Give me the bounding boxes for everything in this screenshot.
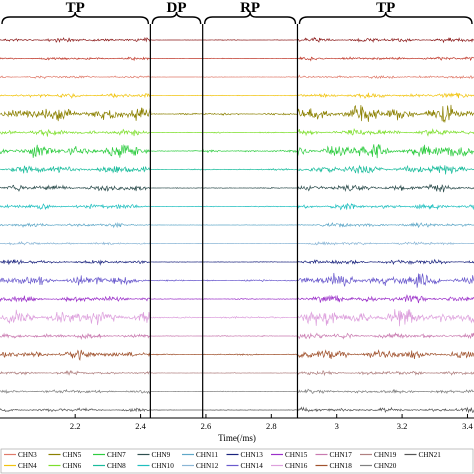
legend-label-3: CHN5 xyxy=(63,451,82,459)
x-tick-label-2: 2.4 xyxy=(135,421,146,431)
x-tick-label-5: 3 xyxy=(335,421,339,431)
trace-8 xyxy=(0,164,474,175)
legend-label-19: CHN21 xyxy=(419,451,442,459)
legend-label-11: CHN13 xyxy=(241,451,264,459)
legend-label-6: CHN8 xyxy=(107,462,126,470)
signal-traces xyxy=(0,36,474,414)
trace-18 xyxy=(0,349,474,361)
legend-label-18: CHN20 xyxy=(374,462,397,470)
phase-annotations: TP DP RP TP xyxy=(1,0,473,25)
legend-label-10: CHN12 xyxy=(196,462,219,470)
legend: CHN3 CHN4 CHN5 CHN6 CHN7 CHN8 CHN9 CHN10 CHN11 CH… xyxy=(0,448,474,474)
x-tick-label-4: 2.8 xyxy=(266,421,277,431)
trace-16 xyxy=(0,309,474,327)
trace-21 xyxy=(0,406,474,414)
trace-2 xyxy=(0,56,474,62)
trace-10 xyxy=(0,202,474,211)
phase-brace-2 xyxy=(151,11,202,25)
phase-dividers xyxy=(149,24,299,418)
legend-label-2: CHN4 xyxy=(18,462,37,470)
trace-15 xyxy=(0,294,474,304)
trace-4 xyxy=(0,92,474,99)
x-tick-label-1: 2.2 xyxy=(70,421,81,431)
trace-3 xyxy=(0,74,474,80)
legend-label-14: CHN16 xyxy=(285,462,308,470)
legend-box xyxy=(0,448,474,474)
legend-label-13: CHN15 xyxy=(285,451,308,459)
trace-12 xyxy=(0,240,474,246)
legend-label-4: CHN6 xyxy=(63,462,82,470)
trace-20 xyxy=(0,388,474,395)
phase-label-1: TP xyxy=(66,0,85,16)
legend-label-16: CHN18 xyxy=(330,462,353,470)
trace-19 xyxy=(0,370,474,377)
trace-14 xyxy=(0,272,474,288)
x-tick-label-3: 2.6 xyxy=(201,421,212,431)
x-axis-label: Time(/ms) xyxy=(218,433,256,443)
trace-7 xyxy=(0,143,474,159)
phase-brace-1 xyxy=(1,11,150,25)
trace-13 xyxy=(0,258,474,266)
trace-11 xyxy=(0,221,474,229)
trace-17 xyxy=(0,331,474,341)
legend-label-12: CHN14 xyxy=(241,462,264,470)
x-axis: 2.2 2.4 2.6 2.8 3 3.2 3.4 xyxy=(0,414,474,431)
phase-brace-3 xyxy=(203,11,297,25)
legend-label-17: CHN19 xyxy=(374,451,397,459)
trace-9 xyxy=(0,183,474,193)
legend-label-9: CHN11 xyxy=(196,451,219,459)
trace-1 xyxy=(0,36,474,44)
phase-brace-4 xyxy=(298,11,473,25)
legend-label-8: CHN10 xyxy=(152,462,175,470)
trace-5 xyxy=(0,104,474,124)
phase-label-4: TP xyxy=(376,0,395,16)
legend-label-1: CHN3 xyxy=(18,451,37,459)
phase-label-3: RP xyxy=(240,0,260,16)
legend-label-7: CHN9 xyxy=(152,451,171,459)
trace-6 xyxy=(0,128,474,137)
x-tick-label-6: 3.2 xyxy=(397,421,408,431)
x-tick-label-7: 3.4 xyxy=(462,421,473,431)
phase-label-2: DP xyxy=(167,0,187,16)
legend-label-15: CHN17 xyxy=(330,451,353,459)
legend-label-5: CHN7 xyxy=(107,451,126,459)
